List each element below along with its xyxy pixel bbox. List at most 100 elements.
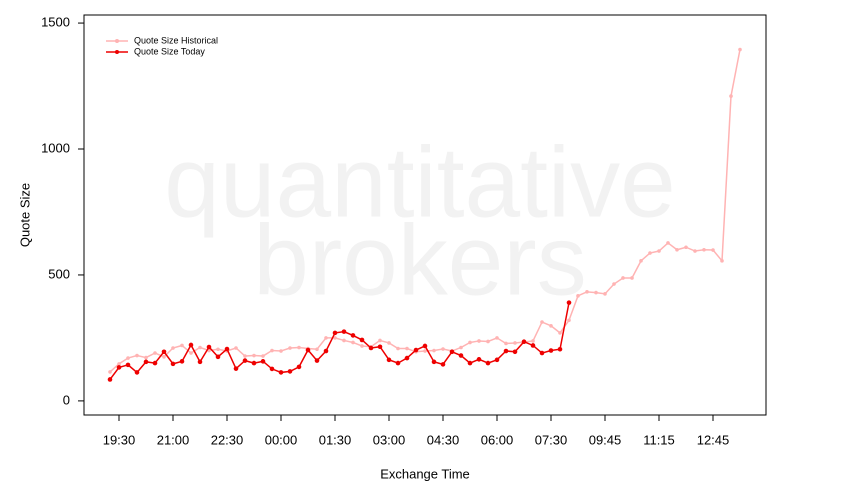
- point: [548, 348, 554, 353]
- point: [395, 360, 401, 366]
- point: [170, 361, 176, 367]
- point: [567, 318, 571, 323]
- point: [243, 354, 247, 358]
- point: [566, 300, 572, 305]
- point: [549, 324, 553, 328]
- point: [135, 353, 139, 358]
- point: [405, 346, 409, 351]
- point: [387, 341, 391, 345]
- point: [396, 346, 400, 351]
- point: [558, 331, 562, 335]
- point: [233, 366, 239, 371]
- point: [621, 276, 625, 280]
- point: [738, 47, 742, 52]
- point: [260, 359, 266, 364]
- y-axis-label: Quote Size: [17, 183, 32, 247]
- x-tick-label: 19:30: [103, 432, 136, 447]
- point: [323, 348, 329, 354]
- point: [206, 344, 212, 350]
- x-tick-label: 09:45: [589, 432, 622, 447]
- point: [288, 346, 292, 350]
- point: [332, 330, 338, 336]
- point: [675, 247, 679, 252]
- point: [504, 341, 508, 346]
- y-tick-label: 1500: [41, 14, 70, 29]
- point: [270, 348, 274, 353]
- point: [513, 341, 517, 345]
- y-tick-label: 1000: [41, 140, 70, 155]
- point: [171, 346, 175, 350]
- point: [315, 347, 319, 352]
- watermark: quantitative: [164, 126, 675, 238]
- point: [576, 294, 580, 298]
- point: [468, 340, 472, 345]
- point: [467, 360, 473, 366]
- point: [494, 357, 500, 363]
- point: [179, 359, 185, 364]
- series-line: [109, 302, 570, 380]
- point: [162, 355, 166, 359]
- legend-label: Quote Size Today: [134, 46, 205, 56]
- point: [530, 343, 536, 348]
- point: [242, 358, 248, 363]
- x-tick-label: 00:00: [265, 432, 298, 447]
- point: [188, 342, 194, 348]
- point: [540, 320, 544, 324]
- point: [503, 348, 509, 354]
- point: [350, 333, 356, 338]
- point: [324, 336, 328, 340]
- x-tick-label: 12:45: [697, 432, 730, 447]
- point: [729, 94, 733, 98]
- legend-marker: [115, 39, 119, 43]
- point: [404, 355, 410, 361]
- point: [296, 364, 302, 370]
- point: [180, 343, 184, 348]
- point: [198, 345, 202, 350]
- point: [360, 344, 364, 348]
- point: [431, 359, 437, 365]
- point: [126, 356, 130, 360]
- x-tick-label: 01:30: [319, 432, 352, 447]
- y-tick-label: 0: [63, 392, 70, 407]
- y-tick-label: 500: [48, 266, 70, 281]
- point: [612, 282, 616, 286]
- point: [351, 340, 355, 345]
- point: [261, 354, 265, 358]
- legend-marker: [115, 50, 119, 54]
- plot-frame: [83, 14, 767, 416]
- point: [216, 347, 220, 352]
- point: [341, 329, 347, 334]
- point: [441, 347, 445, 351]
- watermark: brokers: [253, 204, 586, 316]
- point: [125, 362, 131, 368]
- point: [585, 290, 589, 294]
- point: [386, 357, 392, 363]
- point: [639, 259, 643, 263]
- point: [459, 345, 463, 350]
- point: [539, 350, 545, 356]
- point: [603, 292, 607, 296]
- point: [314, 358, 320, 363]
- point: [134, 370, 140, 375]
- point: [368, 345, 374, 351]
- point: [377, 344, 383, 350]
- point: [449, 349, 455, 355]
- point: [278, 370, 284, 375]
- point: [279, 349, 283, 353]
- point: [116, 365, 122, 370]
- point: [720, 259, 724, 263]
- point: [342, 338, 346, 343]
- point: [197, 359, 203, 365]
- x-tick-label: 21:00: [157, 432, 190, 447]
- point: [531, 339, 535, 343]
- x-tick-label: 06:00: [481, 432, 514, 447]
- point: [432, 348, 436, 353]
- point: [486, 339, 490, 344]
- point: [305, 347, 311, 353]
- point: [287, 369, 293, 374]
- point: [378, 338, 382, 343]
- point: [440, 362, 446, 367]
- point: [152, 360, 158, 366]
- point: [648, 251, 652, 255]
- x-tick-label: 11:15: [643, 432, 675, 447]
